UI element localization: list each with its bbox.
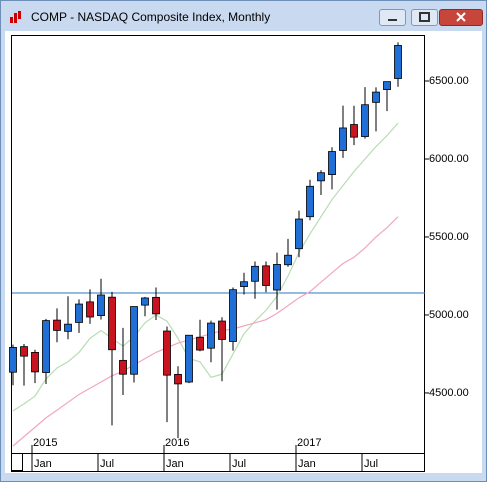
y-tick-label: 5000.00 xyxy=(429,309,469,321)
y-tick-label: 6000.00 xyxy=(429,153,469,165)
minimize-button[interactable] xyxy=(379,9,406,26)
candle-body xyxy=(130,306,138,375)
candle-body xyxy=(97,294,105,316)
candle-body xyxy=(185,334,193,383)
candle-body xyxy=(86,301,94,318)
candle-body xyxy=(207,322,215,349)
candle-body xyxy=(152,296,160,315)
candle-body xyxy=(163,330,171,376)
candle-body xyxy=(20,346,28,357)
candle-body xyxy=(339,127,347,151)
candle-body xyxy=(251,265,259,282)
maximize-button[interactable] xyxy=(411,9,438,26)
x-tick-label: Jan xyxy=(166,458,184,470)
candle-body xyxy=(31,351,39,373)
year-label: 2015 xyxy=(33,437,57,449)
candle-body xyxy=(372,91,380,103)
window-title: COMP - NASDAQ Composite Index, Monthly xyxy=(31,10,271,24)
title-bar: COMP - NASDAQ Composite Index, Monthly xyxy=(1,1,486,31)
x-tick-label: Jan xyxy=(34,458,52,470)
y-tick-label: 6500.00 xyxy=(429,75,469,87)
candle-body xyxy=(141,297,149,306)
app-icon xyxy=(10,11,21,23)
close-button[interactable] xyxy=(439,9,483,26)
year-label: 2016 xyxy=(165,437,189,449)
candle-body xyxy=(42,320,50,373)
x-tick-label: Jul xyxy=(364,458,378,470)
candle-body xyxy=(108,296,116,351)
x-tick-label: Jul xyxy=(232,458,246,470)
candle-body xyxy=(361,104,369,137)
y-tick-label: 5500.00 xyxy=(429,231,469,243)
chart: 4500.00 5000.00 5500.00 6000.00 6500.00 Jan Ju… xyxy=(5,31,482,473)
candle-body xyxy=(196,336,204,351)
candle-body xyxy=(295,218,303,250)
moving-average xyxy=(12,122,399,412)
candle-body xyxy=(53,319,61,331)
candle-body xyxy=(383,81,391,90)
candle-body xyxy=(75,303,83,323)
x-axis-band xyxy=(11,453,425,472)
corner-box xyxy=(11,453,23,471)
moving-average xyxy=(12,216,399,447)
candle-body xyxy=(273,264,281,291)
candle-body xyxy=(328,151,336,175)
candle-body xyxy=(9,347,17,373)
x-tick-label: Jul xyxy=(100,458,114,470)
year-label: 2017 xyxy=(297,437,321,449)
candle-body xyxy=(174,373,182,385)
candle-body xyxy=(284,254,292,266)
x-tick-label: Jan xyxy=(298,458,316,470)
candle-body xyxy=(119,359,127,375)
candle-body xyxy=(229,289,237,342)
candle-body xyxy=(262,265,270,286)
plot-area xyxy=(11,35,425,454)
candle-body xyxy=(317,172,325,182)
candle-body xyxy=(394,45,402,79)
candle-body xyxy=(64,323,72,332)
candle-body xyxy=(306,185,314,218)
candle-body xyxy=(350,124,358,138)
y-tick-label: 4500.00 xyxy=(429,387,469,399)
candle-body xyxy=(218,320,226,340)
candle-body xyxy=(240,281,248,287)
